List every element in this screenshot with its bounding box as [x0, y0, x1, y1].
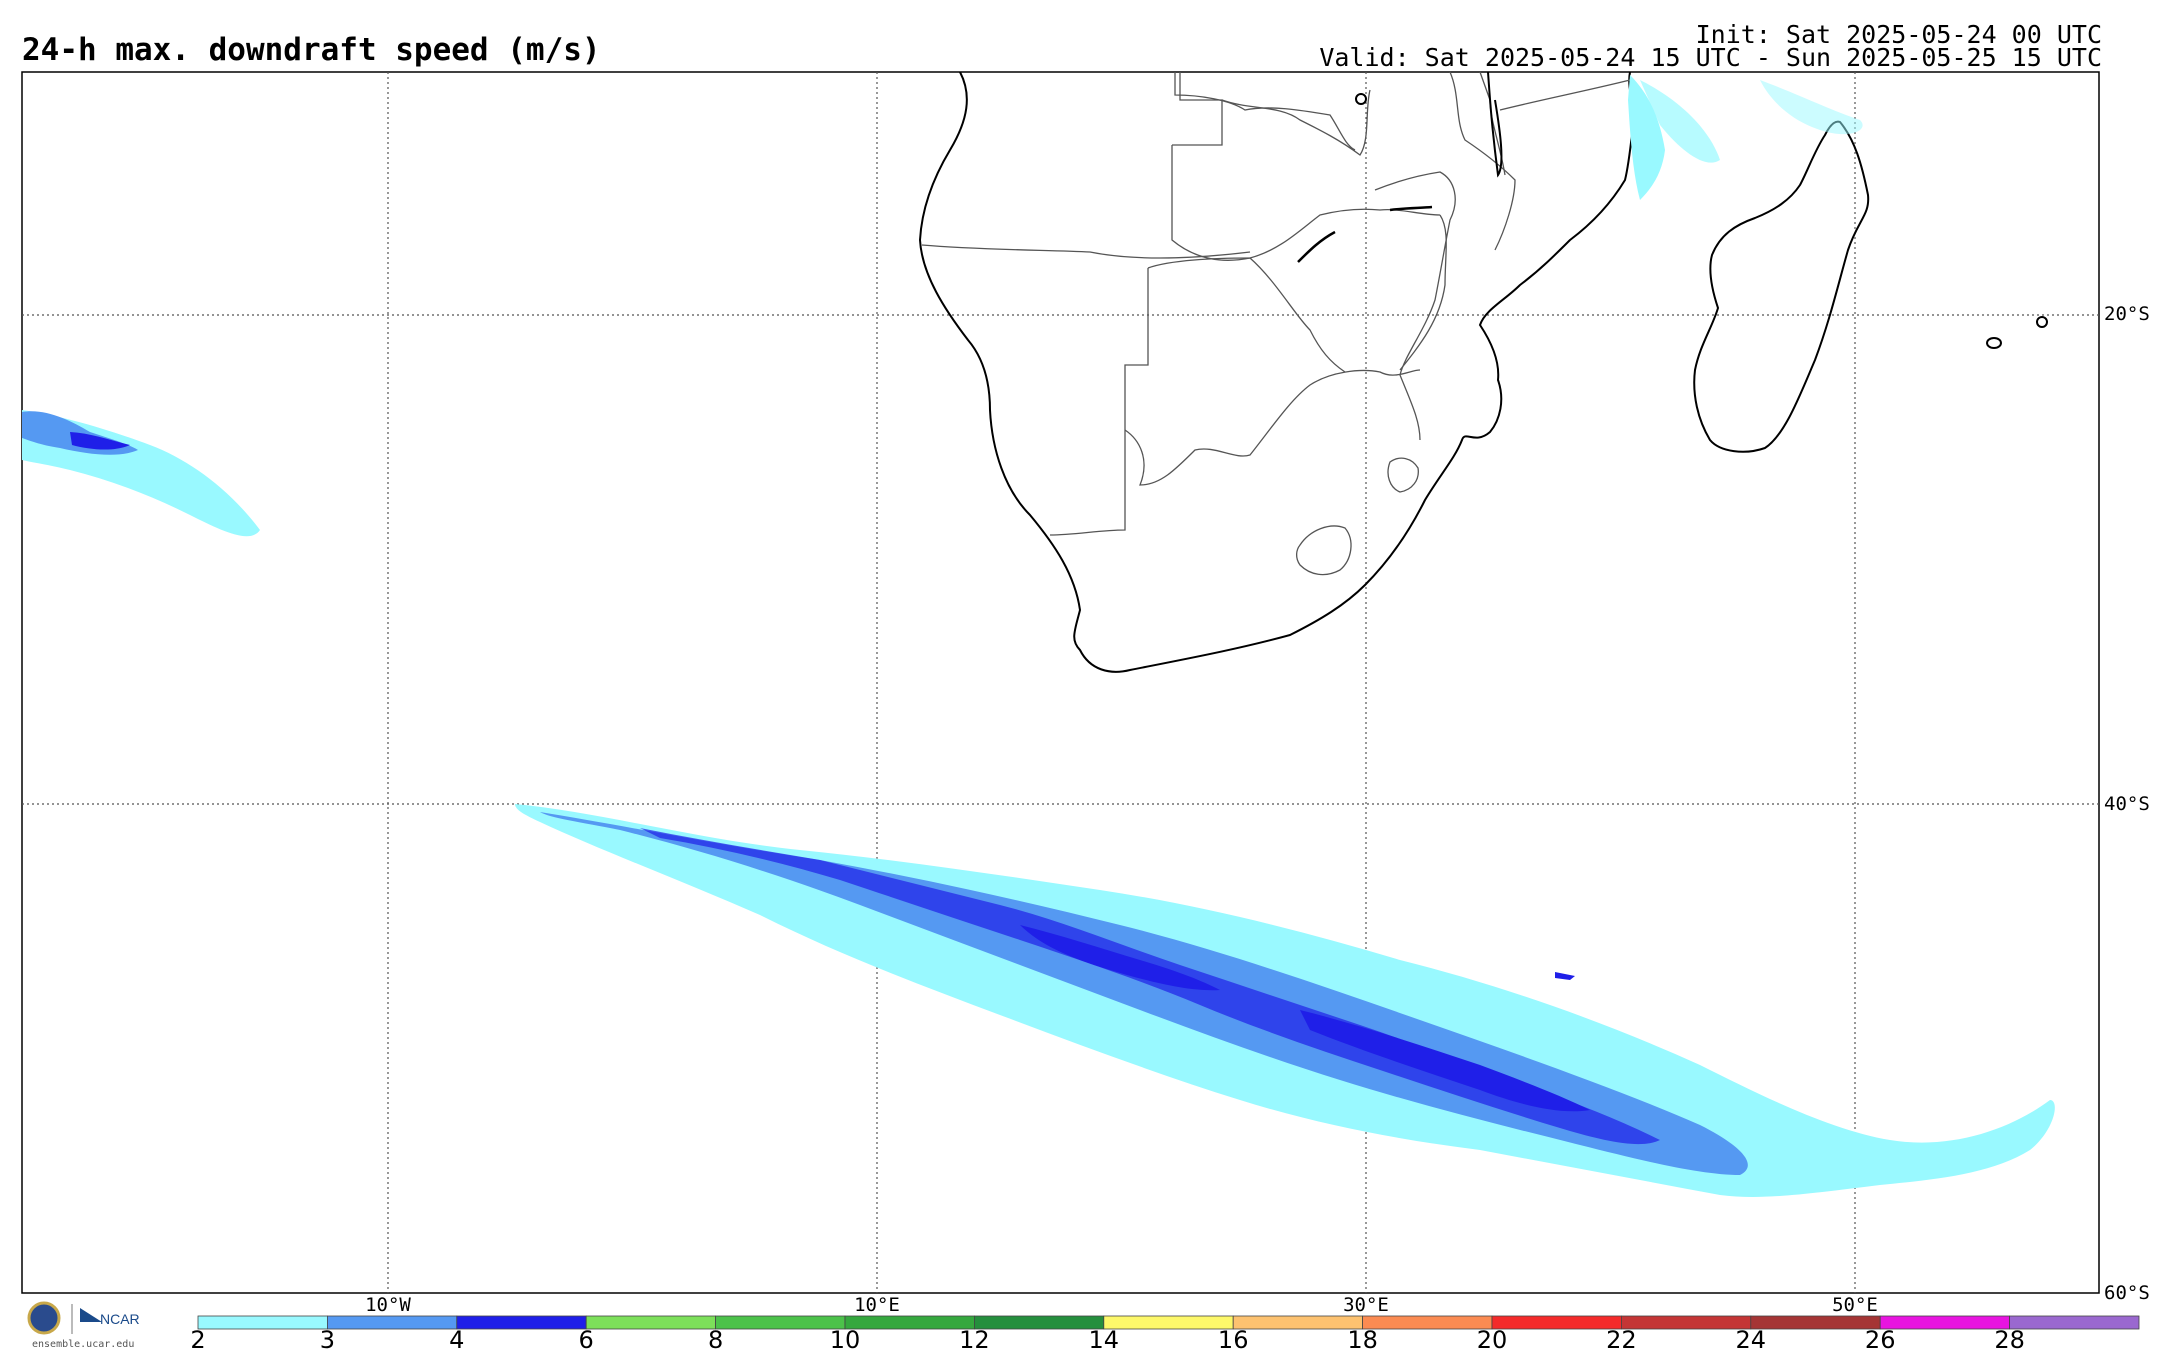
africa-coastline	[918, 71, 1637, 673]
colorbar-swatch	[585, 1315, 717, 1330]
lat-label-60s: 60°S	[2104, 1282, 2150, 1304]
valid-time: Valid: Sat 2025-05-24 15 UTC - Sun 2025-…	[1319, 43, 2102, 72]
island-reunion	[1986, 337, 2002, 349]
colorbar-tick-label: 18	[1347, 1326, 1378, 1354]
colorbar-tick-label: 22	[1606, 1326, 1637, 1354]
colorbar-swatch	[1103, 1315, 1234, 1330]
lake-cahora-bassa	[1389, 205, 1433, 212]
colorbar-tick-label: 10	[830, 1326, 861, 1354]
colorbar-tick-label: 8	[708, 1326, 723, 1354]
lake-malawi	[1487, 71, 1503, 178]
colorbar-tick-label: 3	[320, 1326, 335, 1354]
colorbar-swatch	[2009, 1315, 2140, 1330]
ncar-logo-text: NCAR	[100, 1311, 140, 1327]
colorbar-tick-label: 28	[1994, 1326, 2025, 1354]
colorbar-swatch	[1879, 1315, 2010, 1330]
nsf-seal-icon	[27, 1301, 61, 1335]
colorbar-swatch	[456, 1315, 587, 1330]
website-url: ensemble.ucar.edu	[32, 1339, 135, 1350]
colorbar-swatch	[1750, 1315, 1881, 1330]
lat-label-20s: 20°S	[2104, 303, 2150, 325]
downdraft-band	[22, 75, 2055, 1197]
colorbar: 2 3 4 6 8 10 12 14 16 18 20 22 24 26 28	[190, 1315, 2140, 1354]
ncar-logo-icon	[80, 1308, 102, 1322]
lon-label-10e: 10°E	[854, 1294, 900, 1316]
map-frame	[21, 71, 2100, 1294]
colorbar-tick-label: 20	[1477, 1326, 1508, 1354]
page-title: 24-h max. downdraft speed (m/s)	[22, 32, 601, 68]
colorbar-tick-label: 16	[1218, 1326, 1249, 1354]
init-time: Init: Sat 2025-05-24 00 UTC	[1695, 20, 2102, 49]
lat-label-40s: 40°S	[2104, 793, 2150, 815]
lake-kariba	[1297, 230, 1336, 263]
lon-label-10w: 10°W	[365, 1294, 411, 1316]
madagascar	[1693, 120, 1870, 453]
colorbar-swatch	[974, 1315, 1105, 1330]
lesotho	[1295, 525, 1352, 576]
colorbar-swatch	[715, 1315, 846, 1330]
eswatini	[1387, 457, 1419, 493]
colorbar-swatch	[1491, 1315, 1622, 1330]
colorbar-swatch	[1621, 1315, 1752, 1330]
island-mauritius	[2036, 316, 2048, 328]
colorbar-swatch	[326, 1315, 458, 1330]
lon-label-50e: 50°E	[1832, 1294, 1878, 1316]
colorbar-tick-label: 2	[190, 1326, 205, 1354]
colorbar-tick-label: 4	[449, 1326, 464, 1354]
colorbar-tick-label: 14	[1089, 1326, 1120, 1354]
gridlines	[22, 72, 2099, 1293]
colorbar-swatch	[1362, 1315, 1493, 1330]
colorbar-swatch	[844, 1315, 975, 1330]
colorbar-tick-label: 24	[1736, 1326, 1767, 1354]
colorbar-tick-label: 12	[959, 1326, 990, 1354]
lon-label-30e: 30°E	[1343, 1294, 1389, 1316]
colorbar-tick-label: 6	[579, 1326, 594, 1354]
colorbar-swatch	[197, 1315, 328, 1330]
country-borders	[921, 71, 1631, 536]
lake-small	[1355, 93, 1367, 105]
colorbar-tick-label: 26	[1865, 1326, 1896, 1354]
logo: NCAR	[24, 1300, 164, 1350]
colorbar-swatch	[1232, 1315, 1363, 1330]
